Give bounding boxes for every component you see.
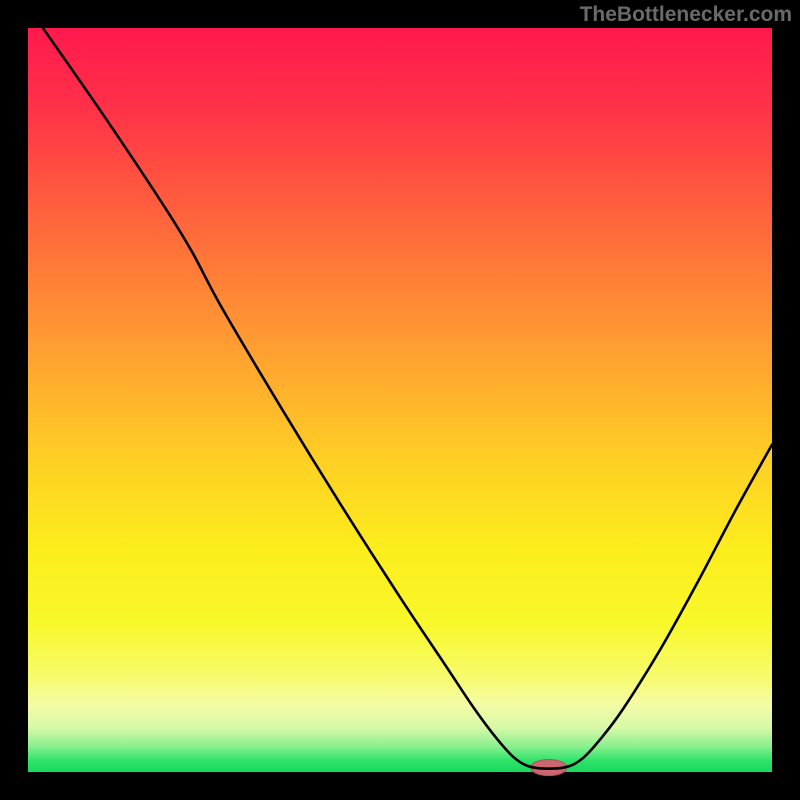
plot-area [28, 28, 772, 772]
watermark-text: TheBottlenecker.com [580, 3, 792, 27]
gradient-background [28, 28, 772, 772]
chart-container: TheBottlenecker.com [0, 0, 800, 800]
